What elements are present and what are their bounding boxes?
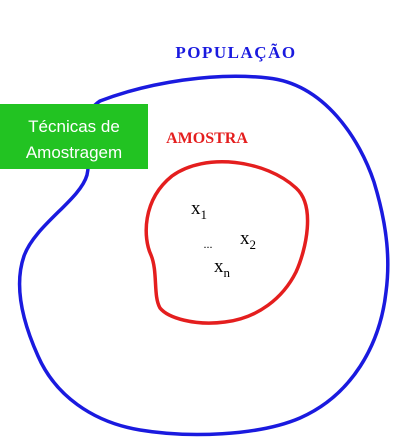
- population-boundary: [17, 74, 390, 437]
- element-xn-base: x: [214, 256, 224, 277]
- sample-boundary: [144, 160, 310, 325]
- element-xn-sub: n: [224, 265, 231, 280]
- ellipsis: ...: [204, 237, 213, 251]
- techniques-box-line2: Amostragem: [26, 143, 122, 162]
- element-xn: xn: [214, 256, 231, 280]
- techniques-box-background: [0, 104, 148, 169]
- element-x2: x2: [240, 228, 256, 252]
- element-x1-base: x: [191, 198, 201, 219]
- population-label: POPULAÇÃO: [175, 43, 296, 62]
- techniques-box: Técnicas de Amostragem: [0, 104, 148, 169]
- techniques-box-line1: Técnicas de: [28, 117, 120, 136]
- element-x1: x1: [191, 198, 207, 222]
- sample-label: AMOSTRA: [166, 130, 248, 147]
- element-x1-sub: 1: [201, 207, 208, 222]
- element-x2-sub: 2: [250, 237, 257, 252]
- element-x2-base: x: [240, 228, 250, 249]
